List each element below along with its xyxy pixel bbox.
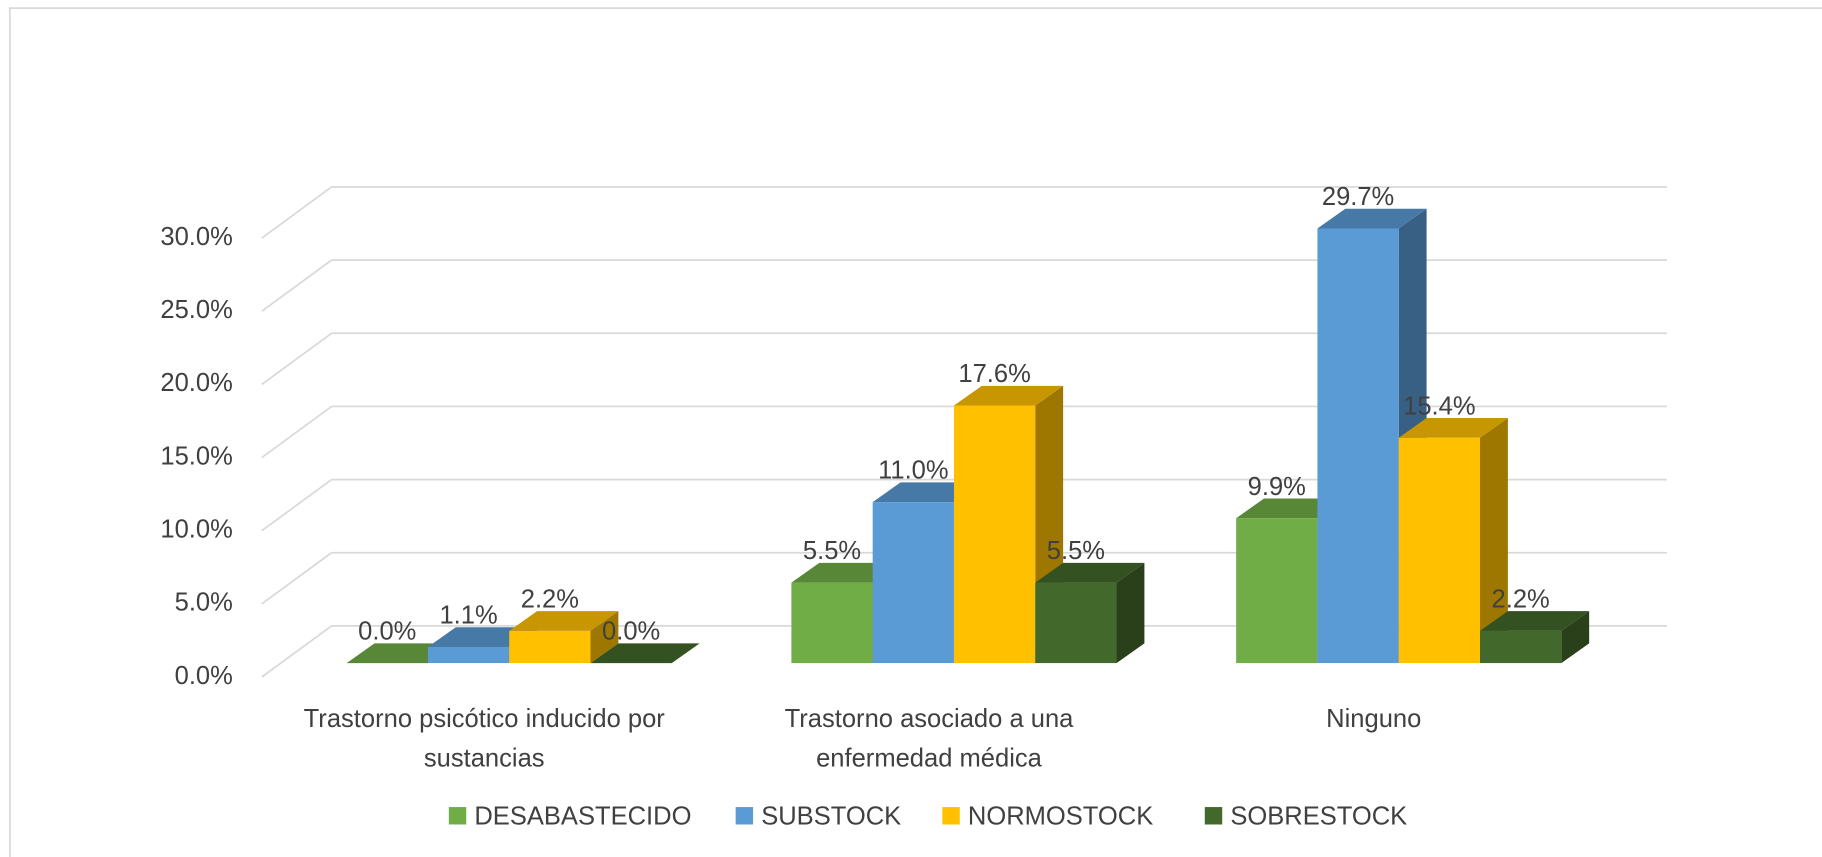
bar-top (1035, 562, 1145, 583)
bar-front (1236, 518, 1318, 664)
grid-line-side (261, 259, 333, 312)
y-tick-label: 5.0% (175, 589, 233, 617)
bar-front (1317, 228, 1399, 664)
data-label: 5.5% (1047, 537, 1105, 565)
x-tick-label-box: Trastorno asociado a una enfermedad médi… (784, 703, 1074, 773)
data-label: 2.2% (521, 585, 579, 613)
y-tick-label: 15.0% (160, 442, 232, 470)
bar-top (509, 611, 619, 631)
x-tick-label-box: Trastorno psicótico inducido por sustanc… (303, 703, 665, 773)
data-label: 17.6% (958, 360, 1030, 388)
data-label: 11.0% (878, 457, 949, 485)
bar-side (1480, 418, 1508, 664)
bar-top (590, 643, 700, 664)
y-tick-label: 30.0% (160, 223, 232, 251)
data-label: 29.7% (1322, 183, 1394, 211)
x-tick-label: Trastorno psicótico inducido por sustanc… (303, 703, 665, 773)
bar (1035, 562, 1145, 664)
legend-swatch (1204, 807, 1223, 825)
bar-side (590, 611, 619, 664)
legend-label: SOBRESTOCK (1230, 802, 1407, 830)
bar-top (953, 385, 1064, 406)
data-label: 0.0% (602, 618, 660, 646)
legend-swatch (448, 807, 467, 825)
data-label: 2.2% (1492, 585, 1550, 613)
bar-front (427, 646, 510, 664)
data-label: 9.9% (1248, 473, 1306, 501)
bar-front (953, 405, 1036, 664)
y-tick-label: 0.0% (175, 662, 233, 690)
data-label: 1.1% (439, 602, 497, 630)
bar-side (1561, 611, 1590, 664)
x-tick-label: Ninguno (1326, 703, 1422, 733)
data-label: 5.5% (803, 537, 861, 565)
x-tick-label: Trastorno asociado a una enfermedad médi… (784, 703, 1074, 773)
bar-front (1035, 582, 1117, 664)
bar-front (872, 502, 954, 664)
bar (509, 611, 619, 664)
grid-line-side (261, 186, 333, 239)
bar-top (1398, 418, 1508, 438)
legend-swatch (735, 807, 754, 825)
bar-top (1480, 611, 1590, 631)
bar-front (791, 582, 873, 664)
data-label: 0.0% (358, 618, 416, 646)
bar-side (1116, 562, 1145, 664)
bar-top (1317, 208, 1427, 229)
legend-label: SUBSTOCK (761, 802, 901, 830)
bar (1398, 418, 1508, 664)
data-label: 15.4% (1403, 392, 1475, 420)
bar-front (509, 630, 591, 664)
grid-line-side (261, 552, 333, 605)
grid-line-side (261, 332, 333, 386)
y-tick-label: 10.0% (160, 515, 232, 543)
x-tick-label-box: Ninguno (1326, 703, 1422, 733)
legend-label: DESABASTECIDO (474, 802, 691, 830)
y-tick-label: 25.0% (160, 296, 232, 324)
bar-front (1398, 437, 1481, 664)
grid-line-side (261, 405, 333, 459)
grid-line-side (261, 625, 333, 678)
bar-front (1480, 630, 1562, 664)
legend-swatch (942, 807, 960, 825)
bar (1480, 611, 1590, 664)
chart-border (9, 7, 1822, 857)
legend-label: NORMOSTOCK (968, 802, 1153, 830)
y-tick-label: 20.0% (160, 369, 232, 397)
grid-line-side (261, 478, 333, 532)
bar (590, 643, 700, 664)
